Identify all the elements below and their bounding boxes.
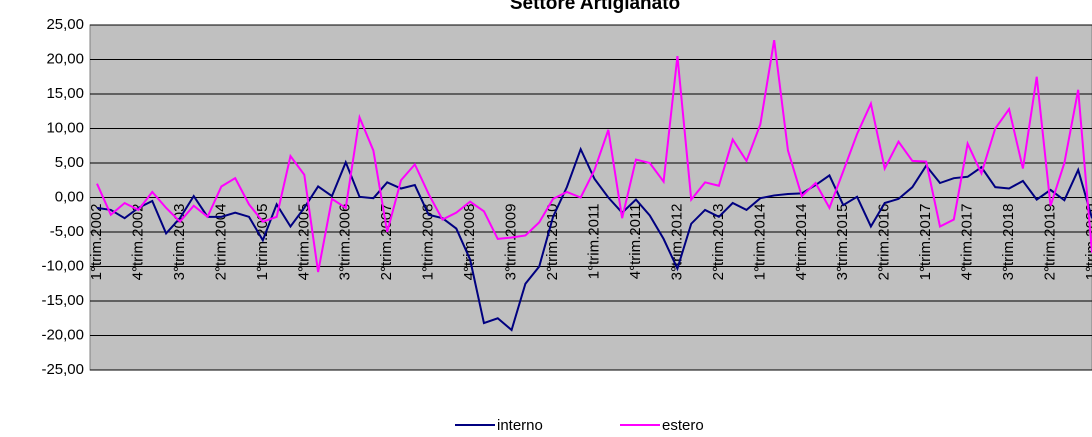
legend-label: estero <box>662 417 704 434</box>
x-tick-label: 4°trim.2005 <box>295 204 312 281</box>
legend-label: interno <box>497 417 543 434</box>
x-tick-label: 3°trim.2012 <box>668 204 685 281</box>
x-tick-label: 2°trim.2016 <box>876 204 893 281</box>
x-tick-label: 2°trim.2007 <box>378 204 395 281</box>
y-tick-label: 15,00 <box>46 85 84 102</box>
x-tick-label: 4°trim.2008 <box>461 204 478 281</box>
x-tick-label: 1°trim.2014 <box>751 204 768 281</box>
x-tick-label: 1°trim.2002 <box>88 204 105 281</box>
y-tick-label: -5,00 <box>50 223 84 240</box>
x-tick-label: 4°trim.2011 <box>627 204 644 280</box>
series-line <box>96 40 1092 273</box>
y-tick-label: 25,00 <box>46 16 84 33</box>
y-tick-label: -15,00 <box>41 292 84 309</box>
y-tick-label: 10,00 <box>46 119 84 136</box>
x-tick-label: 4°trim.2002 <box>129 204 146 281</box>
y-tick-label: -25,00 <box>41 361 84 378</box>
y-tick-label: -10,00 <box>41 257 84 274</box>
x-tick-label: 2°trim.2010 <box>544 204 561 281</box>
x-tick-label: 1°trim.2020 <box>1083 204 1092 281</box>
x-tick-label: 2°trim.2013 <box>710 204 727 281</box>
y-tick-label: 20,00 <box>46 50 84 67</box>
x-tick-label: 1°trim.2008 <box>420 204 437 281</box>
x-tick-label: 3°trim.2015 <box>834 204 851 281</box>
x-tick-label: 3°trim.2006 <box>337 204 354 281</box>
x-tick-label: 4°trim.2014 <box>793 204 810 281</box>
x-tick-label: 1°trim.2011 <box>585 204 602 280</box>
y-tick-label: 5,00 <box>55 154 84 171</box>
chart-title: Settore Artigianato <box>510 0 680 14</box>
x-tick-label: 3°trim.2018 <box>1000 203 1017 280</box>
x-tick-label: 3°trim.2009 <box>503 204 520 281</box>
x-tick-label: 1°trim.2005 <box>254 204 271 281</box>
x-tick-label: 1°trim.2017 <box>917 204 934 281</box>
x-tick-label: 2°trim.2019 <box>1042 204 1059 281</box>
y-tick-label: 0,00 <box>55 188 84 205</box>
y-tick-label: -20,00 <box>41 326 84 343</box>
x-tick-label: 4°trim.2017 <box>959 204 976 281</box>
x-tick-label: 2°trim.2004 <box>212 204 229 281</box>
